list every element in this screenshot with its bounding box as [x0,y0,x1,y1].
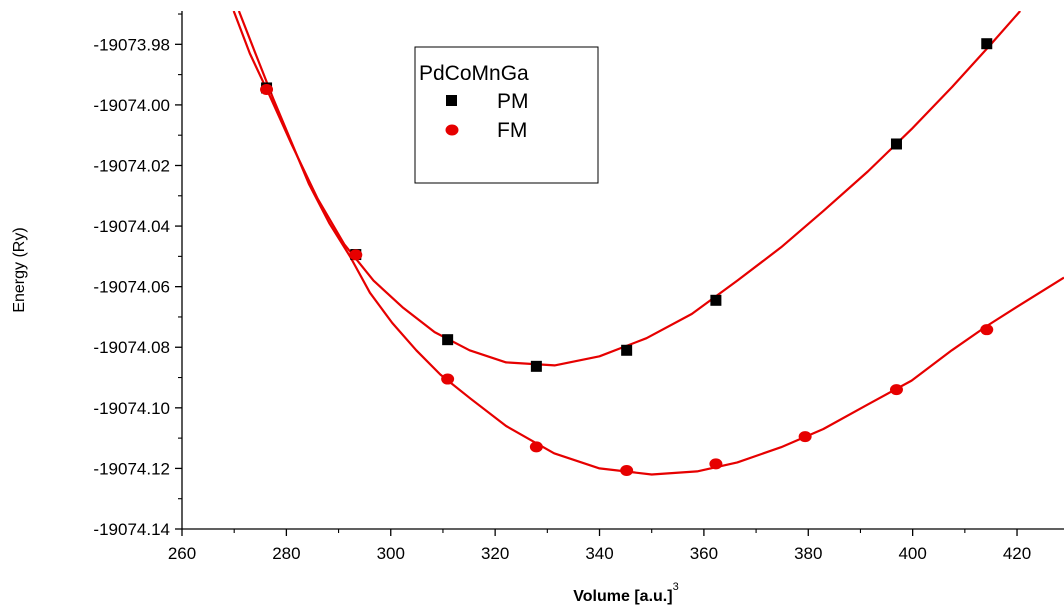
y-tick-label: -19074.10 [93,399,170,418]
y-tick-label: -19074.12 [93,459,170,478]
pm-data-point [530,360,542,372]
fm-data-point [709,458,723,470]
fit-curves [232,11,1064,476]
x-tick-label: 320 [481,544,509,563]
x-axis-title-superscript: 3 [673,581,679,593]
legend-fm-marker [445,124,459,136]
data-points [260,38,994,477]
x-tick-label: 380 [794,544,822,563]
x-tick-label: 260 [168,544,196,563]
x-tick-label: 280 [272,544,300,563]
x-tick-label: 420 [1003,544,1031,563]
fm-fit-curve [237,11,1064,476]
y-tick-label: -19074.00 [93,96,170,115]
pm-fit-curve [232,11,1022,367]
legend-title: PdCoMnGa [419,62,529,85]
fm-data-point [349,249,363,261]
fm-data-point [798,431,812,443]
axes: -19074.14 -19074.12 -19074.10 -19074.08 -190… [93,11,1064,563]
legend-box [414,46,599,184]
fm-data-point [441,373,455,385]
y-tick-label: -19073.98 [93,35,170,54]
fm-data-point [889,384,903,396]
pm-data-point [710,294,722,306]
pm-data-point [981,38,993,50]
y-tick-label: -19074.04 [93,217,170,236]
x-tick-label: 340 [585,544,613,563]
pm-data-point [442,334,454,346]
y-tick-label: -19074.02 [93,156,170,175]
fm-data-point [529,441,543,453]
pm-data-point [621,344,633,356]
fm-data-point [980,324,994,336]
x-tick-label: 400 [898,544,926,563]
legend: PdCoMnGa PM FM [414,46,599,184]
fm-data-point [260,83,274,95]
x-tick-label: 360 [690,544,718,563]
legend-fm-label: FM [497,119,527,142]
x-axis-title: Volume [a.u.]3 [573,581,678,605]
fm-data-point [620,465,634,477]
x-axis-title-text: Volume [a.u.] [573,588,672,605]
legend-pm-label: PM [497,90,529,113]
y-tick-label: -19074.14 [93,520,170,539]
legend-pm-marker [446,95,457,106]
x-tick-label: 300 [377,544,405,563]
y-tick-label: -19074.06 [93,278,170,297]
y-tick-label: -19074.08 [93,338,170,357]
y-axis-title: Energy (Ry) [11,227,28,312]
pm-data-point [890,138,902,150]
